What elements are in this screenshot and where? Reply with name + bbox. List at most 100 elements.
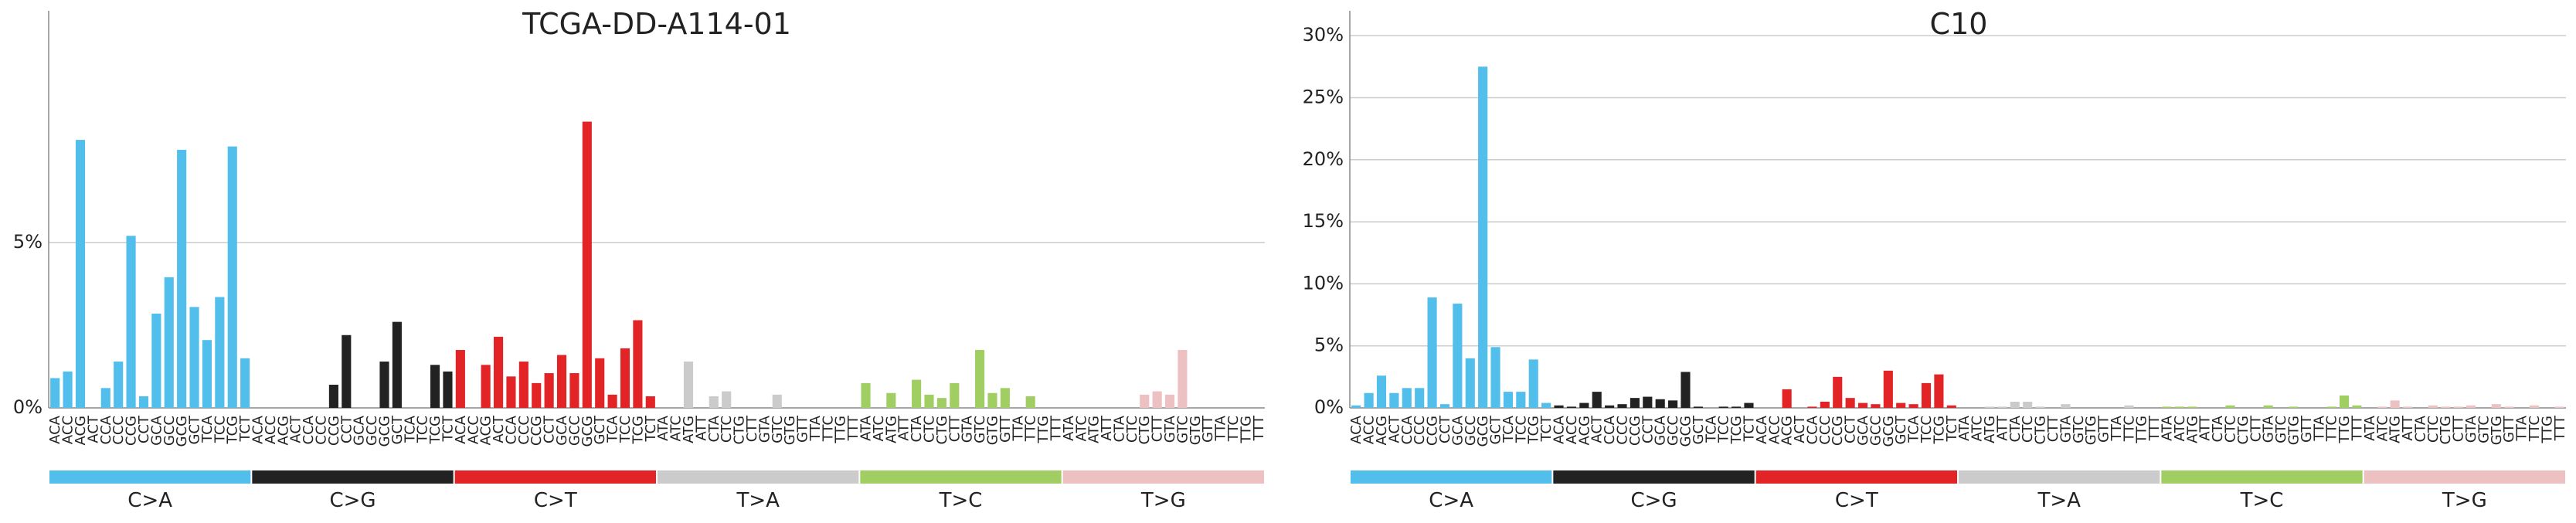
x-tick-label: GCG <box>376 416 393 447</box>
bar <box>151 313 161 408</box>
y-tick-label: 0% <box>1314 396 1344 418</box>
x-tick-label: CCG <box>326 416 342 446</box>
x-tick-label: CTT <box>744 415 760 442</box>
x-tick-label: TTA <box>807 415 824 441</box>
bar <box>1566 406 1576 408</box>
x-tick-label: ACG <box>73 416 89 446</box>
x-tick-label: TCC <box>415 416 431 443</box>
x-tick-label: GTT <box>795 415 811 443</box>
x-tick-label: TCT <box>643 415 659 443</box>
bar <box>2124 405 2134 408</box>
bar <box>1807 406 1817 408</box>
bar <box>1516 392 1526 408</box>
x-tick-label: GCA <box>1653 415 1669 446</box>
x-tick-label: GCC <box>1665 416 1681 446</box>
x-tick-label: CTC <box>2020 416 2036 443</box>
bar <box>1681 372 1691 408</box>
x-tick-label: ATA <box>655 415 671 441</box>
x-tick-label: TTG <box>1238 416 1254 444</box>
bar <box>1439 404 1450 408</box>
x-tick-label: CCC <box>314 416 330 445</box>
mutation-type-band <box>1351 470 1552 484</box>
x-tick-label: TCA <box>1906 415 1922 443</box>
signature-panel: C10 0%5%10%15%20%25%30%ACAACCACGACTCCACC… <box>1303 7 2568 512</box>
bar <box>63 371 73 408</box>
x-tick-label: TCT <box>440 415 456 443</box>
x-tick-label: CCA <box>301 415 317 444</box>
x-tick-label: TCC <box>617 416 634 443</box>
x-tick-label: CTT <box>2451 415 2467 442</box>
x-tick-label: GTT <box>1200 415 1216 443</box>
bar <box>532 382 542 408</box>
x-tick-label: GTA <box>2463 415 2479 443</box>
x-tick-label: GCT <box>1691 415 1707 445</box>
x-tick-label: ACA <box>1754 415 1770 444</box>
bar <box>177 149 187 408</box>
bar <box>2453 406 2463 408</box>
x-tick-label: TTA <box>2514 415 2530 441</box>
x-tick-label: CCG <box>1830 416 1846 446</box>
bar <box>1871 404 1881 408</box>
bar <box>1605 405 1615 408</box>
mutation-type-band <box>1755 470 1957 484</box>
y-tick-label: 25% <box>1303 86 1344 107</box>
x-tick-label: ACG <box>1374 416 1390 446</box>
x-tick-label: GCC <box>566 416 583 446</box>
x-tick-label: TTT <box>1048 415 1064 441</box>
x-tick-label: ACT <box>85 415 101 443</box>
bar <box>1025 396 1035 408</box>
x-tick-label: GCA <box>1855 415 1871 446</box>
bar <box>1592 392 1602 408</box>
x-tick-label: GTA <box>960 415 976 443</box>
bar <box>481 365 491 408</box>
bar <box>1984 406 1995 408</box>
x-tick-label: GTC <box>972 416 988 443</box>
x-tick-label: GCC <box>161 416 178 446</box>
x-tick-label: ACG <box>1779 416 1796 446</box>
bar <box>1579 402 1589 408</box>
bar <box>1000 388 1010 408</box>
x-tick-label: CCC <box>110 416 127 445</box>
x-tick-label: GCT <box>1893 415 1909 445</box>
x-tick-label: CCG <box>528 416 545 446</box>
bar <box>975 350 985 408</box>
x-tick-label: TCC <box>1716 416 1732 443</box>
x-tick-label: TCT <box>1741 415 1757 443</box>
bar <box>595 358 605 408</box>
x-tick-label: ATA <box>1061 415 1077 441</box>
x-tick-label: ACT <box>1386 415 1402 443</box>
bar <box>1693 406 1703 408</box>
x-tick-label: ATC <box>668 416 685 441</box>
x-tick-label: TTA <box>1010 415 1026 441</box>
x-tick-label: CTC <box>2425 416 2442 443</box>
x-tick-label: CCC <box>1817 416 1833 445</box>
x-tick-label: ATT <box>1099 415 1115 441</box>
x-tick-label: TCC <box>1918 416 1935 443</box>
bar <box>2390 400 2400 408</box>
x-tick-label: TTG <box>2539 416 2555 444</box>
chart-title: TCGA-DD-A114-01 <box>522 7 791 41</box>
mutation-type-label: T>C <box>2240 489 2284 512</box>
bar <box>1465 358 1475 408</box>
bar <box>1833 376 1843 408</box>
bar <box>569 373 579 408</box>
mutation-type-band <box>252 470 454 484</box>
x-tick-label: ACT <box>1792 415 1808 443</box>
x-tick-label: CTT <box>2045 415 2061 442</box>
y-tick-label: 0% <box>13 396 42 418</box>
bar <box>1997 406 2007 408</box>
x-tick-label: CCC <box>1412 416 1428 445</box>
x-tick-label: ACA <box>453 415 469 444</box>
x-tick-label: CTC <box>1124 416 1140 443</box>
bar <box>1427 297 1437 408</box>
bar <box>1643 396 1653 408</box>
x-tick-label: TCA <box>1703 415 1719 443</box>
x-tick-label: GTG <box>782 416 798 445</box>
x-tick-label: GTG <box>2489 416 2505 445</box>
bar <box>2491 404 2501 408</box>
x-tick-label: GTA <box>2261 415 2277 443</box>
x-tick-label: ATC <box>2172 416 2188 441</box>
x-tick-label: CCT <box>1640 415 1656 443</box>
x-tick-label: GCG <box>174 416 190 447</box>
bar <box>1782 389 1792 408</box>
